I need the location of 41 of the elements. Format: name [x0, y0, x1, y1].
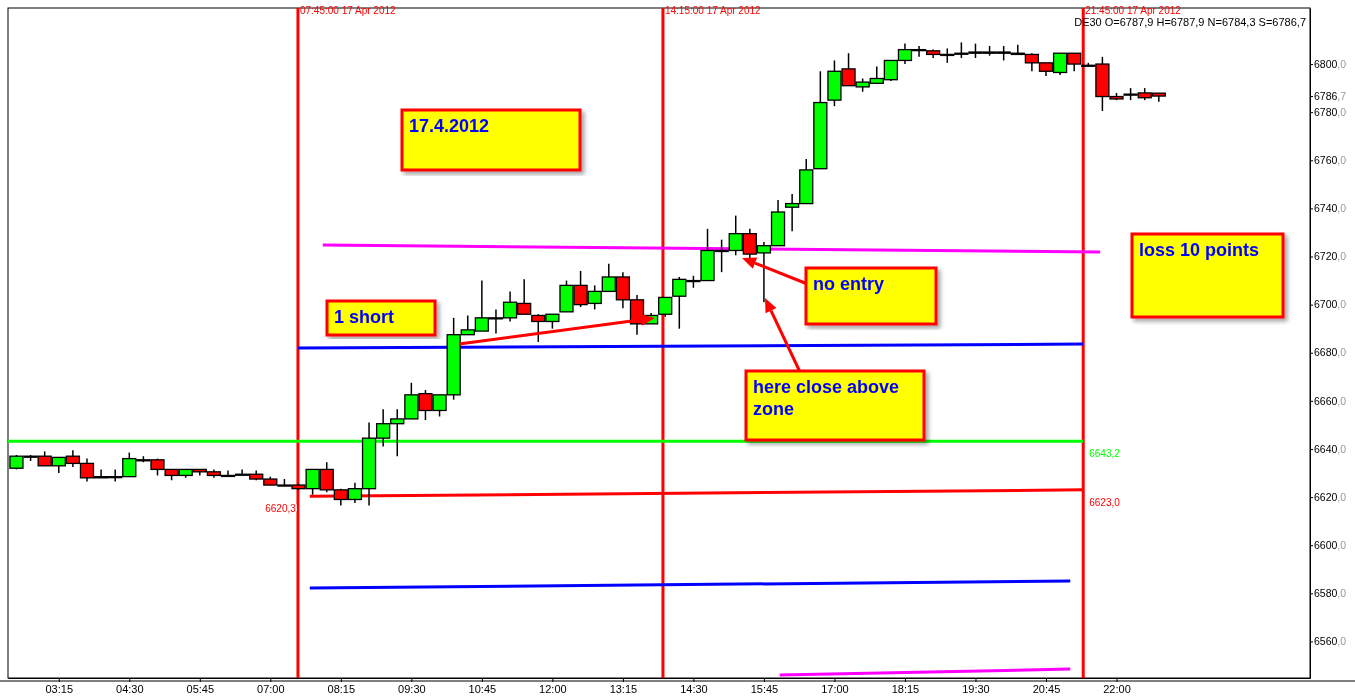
- data-label: 6643,2: [1089, 448, 1121, 460]
- annotation: 1 short: [334, 307, 395, 327]
- y-tick-label: 6780,0: [1314, 105, 1347, 118]
- y-tick-label: 6760,0: [1314, 153, 1347, 166]
- x-tick-label: 13:15: [609, 682, 638, 695]
- x-tick-label: 17:00: [821, 682, 849, 695]
- y-tick-label: 6640,0: [1314, 442, 1347, 455]
- x-tick-label: 08:15: [327, 682, 356, 695]
- y-tick-label: 6560,0: [1314, 635, 1347, 648]
- x-tick-label: 15:45: [750, 682, 779, 695]
- x-tick-label: 05:45: [186, 682, 215, 695]
- y-tick-label: 6680,0: [1314, 346, 1347, 359]
- ref-line-label: 21:45:00 17 Apr 2012: [1085, 5, 1182, 16]
- x-tick-label: 14:30: [680, 682, 708, 695]
- x-tick-label: 20:45: [1032, 682, 1061, 695]
- y-tick-label: 6580,0: [1314, 586, 1347, 599]
- data-label: 6623,0: [1089, 496, 1121, 508]
- annotation: 17.4.2012: [409, 116, 490, 136]
- y-tick-label: 6700,0: [1314, 298, 1347, 311]
- ref-line-label: 14:15:00 17 Apr 2012: [664, 5, 762, 16]
- y-tick-label: 6786,7: [1314, 89, 1347, 102]
- y-tick-label: 6600,0: [1314, 538, 1347, 551]
- x-tick-label: 10:45: [468, 682, 497, 695]
- x-tick-label: 07:00: [257, 682, 285, 695]
- x-tick-label: 03:15: [45, 682, 74, 695]
- y-tick-label: 6620,0: [1314, 490, 1347, 503]
- data-label: 6620,3: [265, 503, 297, 515]
- y-tick-label: 6660,0: [1314, 394, 1347, 407]
- annotation: here close above zone: [753, 377, 900, 419]
- x-tick-label: 09:30: [398, 682, 426, 695]
- y-tick-label: 6740,0: [1314, 202, 1347, 215]
- x-tick-label: 19:30: [962, 682, 990, 695]
- y-tick-label: 6800,0: [1314, 57, 1347, 70]
- x-tick-label: 18:15: [891, 682, 920, 695]
- x-tick-label: 12:00: [539, 682, 567, 695]
- ref-line-label: 07:45:00 17 Apr 2012: [299, 5, 397, 16]
- x-tick-label: 22:00: [1103, 682, 1131, 695]
- annotation: loss 10 points: [1139, 240, 1260, 260]
- x-tick-label: 04:30: [116, 682, 144, 695]
- y-tick-label: 6720,0: [1314, 250, 1347, 263]
- annotation: no entry: [813, 274, 885, 294]
